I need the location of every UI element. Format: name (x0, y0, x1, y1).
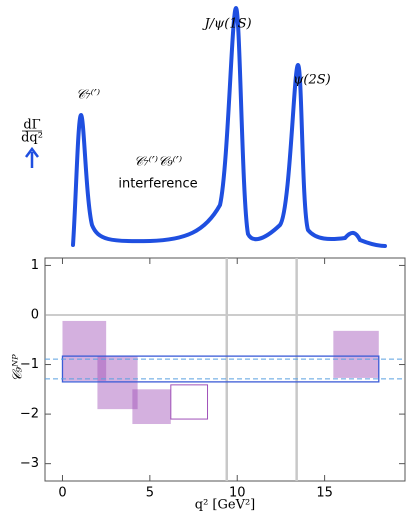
bin-box (97, 356, 138, 410)
bin-box (62, 320, 107, 381)
x-tick-label: 0 (58, 486, 66, 501)
arrow (25, 146, 39, 168)
y-axis-label: 𝒞₉ᴺᴾ (11, 354, 26, 382)
plot-frame (44, 257, 406, 482)
bin-box (132, 389, 171, 425)
peak-label: J/ψ(1S) (201, 17, 251, 32)
rate-curve (71, 5, 387, 248)
interference-label: interference (118, 177, 197, 192)
peak-label: 𝒞₇⁽′⁾ (76, 88, 100, 103)
y-tick-label: −2 (20, 407, 39, 422)
x-tick-label: 10 (229, 486, 246, 501)
y-tick-label: 1 (31, 258, 39, 273)
peak-label: ψ(2S) (293, 73, 331, 88)
x-axis-label: q² [GeV²] (195, 498, 256, 513)
interference-label: 𝒞₇⁽′⁾𝒞₉⁽′⁾ (134, 155, 182, 170)
bin-box (333, 330, 379, 378)
x-tick-label: 15 (316, 486, 333, 501)
fit-band (61, 355, 380, 383)
y-tick-label: 0 (31, 307, 39, 322)
x-tick-label: 5 (146, 486, 154, 501)
bin-box (170, 384, 209, 420)
y-tick-label: −3 (20, 456, 39, 471)
rate-label: dΓ (23, 118, 40, 133)
y-tick-label: −1 (20, 357, 39, 372)
rate-label: dq² (21, 131, 43, 146)
